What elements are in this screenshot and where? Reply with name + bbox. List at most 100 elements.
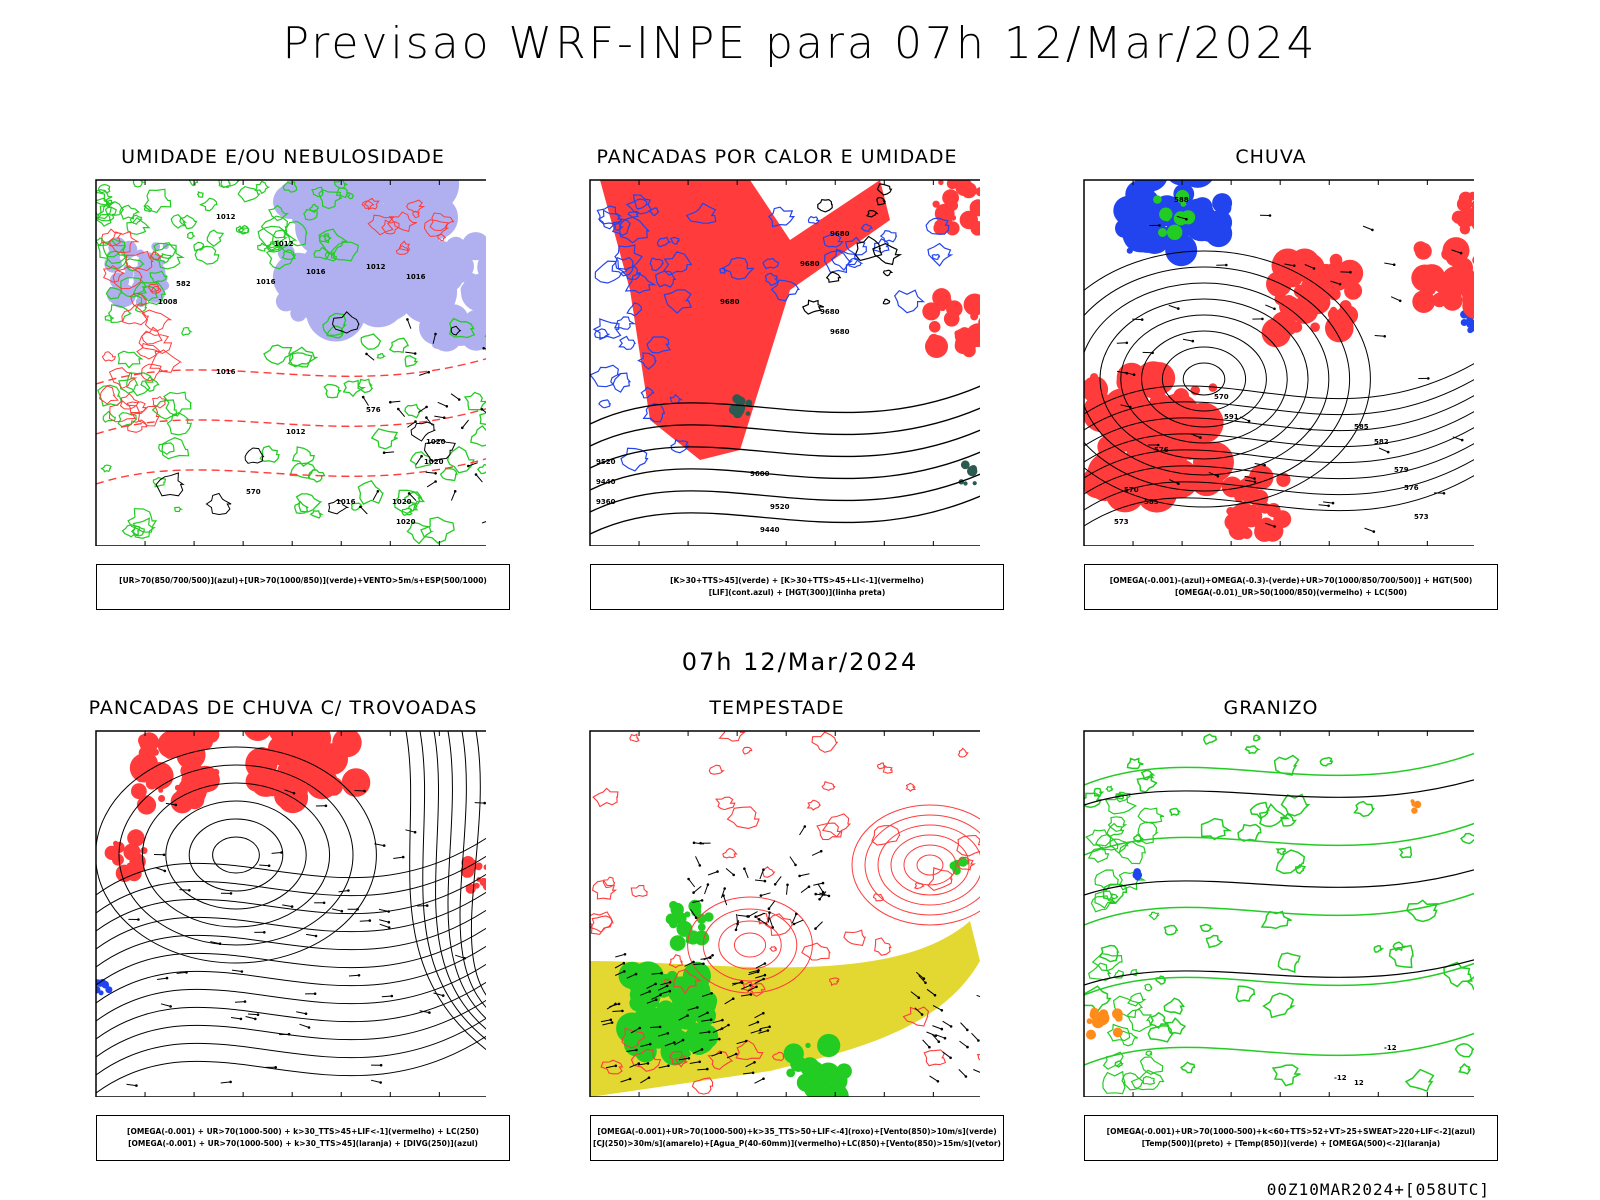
wind-vector-head <box>185 971 188 974</box>
wind-vector-head <box>1225 263 1228 267</box>
wind-vector-head <box>821 881 825 885</box>
contour-line <box>395 245 410 255</box>
contour-line <box>843 929 866 947</box>
wind-vector-head <box>966 1045 969 1049</box>
isoline-label: 9360 <box>596 498 616 506</box>
shaded-area <box>129 753 159 783</box>
contour-line <box>303 208 318 221</box>
wind-vector <box>370 1079 381 1083</box>
isoline <box>1084 779 1474 806</box>
wind-vector <box>719 1024 729 1031</box>
legend-line: [OMEGA(-0.001)+UR>70(1000-500)+k>35_TTS>… <box>597 1127 997 1136</box>
wind-vector <box>687 1006 698 1011</box>
contour-line <box>141 363 162 382</box>
contour-line <box>1107 816 1128 833</box>
isoline-label: -12 <box>1334 1074 1347 1082</box>
shaded-area <box>1208 383 1218 392</box>
isoline <box>141 782 331 928</box>
contour-line <box>817 198 833 213</box>
isoline <box>1120 314 1288 444</box>
wind-vector-head <box>798 874 801 878</box>
contour-line <box>807 215 820 225</box>
shaded-area <box>943 311 960 327</box>
map-frame <box>1083 730 1474 1097</box>
shaded-area <box>932 200 940 208</box>
wind-vector <box>1304 264 1315 269</box>
contour-line <box>756 912 771 925</box>
contour-line <box>1114 1060 1124 1068</box>
shaded-area <box>482 879 486 891</box>
isoline-label: 573 <box>1114 518 1129 526</box>
isoline <box>733 932 767 958</box>
shaded-area <box>151 242 161 251</box>
isoline <box>1084 869 1474 896</box>
contour-line <box>291 446 316 467</box>
contour-line <box>1104 793 1137 815</box>
wind-vector-head <box>723 887 726 890</box>
contour-line <box>876 196 887 206</box>
streamline <box>459 731 486 1008</box>
contour-line <box>326 325 345 339</box>
wind-vector-head <box>427 370 431 374</box>
contour-line <box>410 421 436 442</box>
wind-vector-head <box>1292 264 1296 267</box>
wind-vector <box>481 408 486 414</box>
weather-map: 1012 1012 1016 1012 1020 1016 1016 1016 1012 1016… <box>95 179 486 546</box>
wind-vector-head <box>174 803 178 807</box>
shaded-area <box>932 338 941 346</box>
wind-vector-head <box>766 1029 770 1032</box>
wind-vector <box>450 491 456 501</box>
wind-vector-head <box>977 1039 980 1042</box>
contour-line <box>479 411 486 426</box>
isoline-label: 9600 <box>750 470 770 478</box>
contour-line <box>825 271 842 283</box>
wind-vector-head <box>307 1026 311 1029</box>
contour-line <box>322 312 347 336</box>
contour-line <box>104 201 125 216</box>
wind-vector-head <box>1158 224 1161 227</box>
wind-vector <box>220 1081 231 1084</box>
contour-line <box>102 238 126 258</box>
wind-vector <box>1284 263 1295 267</box>
wind-vector <box>748 1021 759 1027</box>
contour-line <box>811 731 839 753</box>
contour-line <box>663 251 693 276</box>
contour-line <box>707 1050 734 1071</box>
wind-vector-head <box>763 973 767 977</box>
contour-line <box>404 403 424 419</box>
shaded-area <box>140 847 148 855</box>
wind-vector-head <box>762 977 765 981</box>
wind-vector <box>408 493 417 501</box>
wind-vector-head <box>743 867 746 870</box>
wind-vector <box>437 401 448 407</box>
wind-vector <box>740 994 751 997</box>
wind-vector-head <box>425 904 429 907</box>
weather-map: 9680 9680 9680 9520 9440 9360 9600 9520 9440 9680… <box>589 179 980 546</box>
wind-vector <box>929 1075 939 1082</box>
isoline <box>1084 822 1474 856</box>
contour-line <box>873 238 890 254</box>
contour-line <box>821 813 852 838</box>
wind-vector-head <box>609 1018 613 1022</box>
contour-line <box>1140 769 1156 781</box>
contour-line <box>288 352 313 368</box>
isoline-label: 1012 <box>216 213 236 221</box>
isoline <box>1084 411 1474 463</box>
wind-vector-head <box>379 1081 383 1084</box>
wind-vector-head <box>397 407 400 411</box>
contour-line <box>282 181 298 193</box>
contour-line <box>597 209 623 230</box>
wind-vector <box>626 1049 637 1052</box>
wind-vector <box>698 1012 708 1018</box>
wind-vector-head <box>314 934 318 938</box>
wind-vector <box>768 900 776 909</box>
wind-vector-head <box>647 1076 651 1079</box>
wind-vector-head <box>1129 405 1132 409</box>
contour-line <box>893 289 926 314</box>
contour-line <box>170 214 187 229</box>
contour-line <box>272 229 298 249</box>
shaded-area <box>281 725 310 730</box>
shaded-area <box>745 411 751 416</box>
panel-title: CHUVA <box>1235 146 1307 168</box>
contour-line <box>1102 1051 1124 1070</box>
